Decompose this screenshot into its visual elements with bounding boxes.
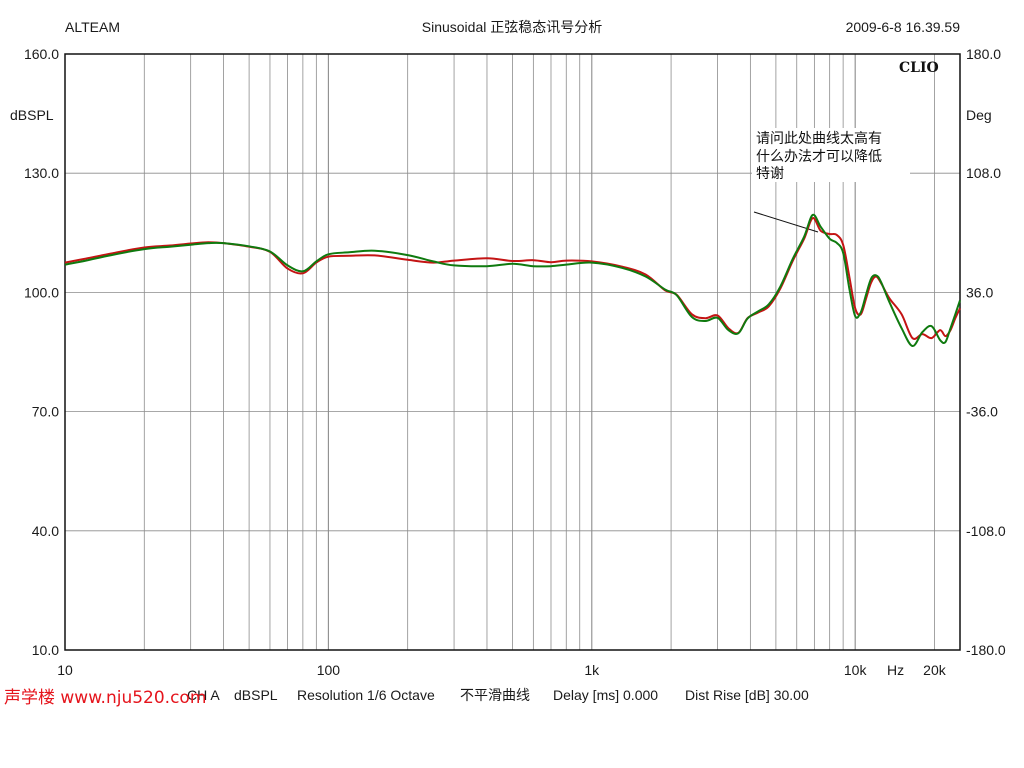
- annotation-line-3: 特谢: [756, 166, 784, 182]
- header-title: Sinusoidal 正弦稳态讯号分析: [422, 19, 603, 35]
- y-axis-right: 180.0 108.0 36.0 -36.0 -108.0 -180.0: [966, 46, 1006, 658]
- x-axis: 10 100 1k 10k 20k: [57, 662, 947, 678]
- y2-tick-label: 108.0: [966, 165, 1001, 181]
- watermark: 声学楼 www.nju520.com: [4, 688, 206, 708]
- y2-tick-label: -36.0: [966, 404, 998, 420]
- y2-tick-label: -108.0: [966, 523, 1006, 539]
- plot-frame: [64, 53, 961, 651]
- x-tick-label: 20k: [923, 662, 947, 678]
- annotation-background: [752, 128, 910, 182]
- y2-axis-label: Deg: [966, 107, 992, 123]
- footer-resolution: Resolution 1/6 Octave: [297, 687, 435, 703]
- brand-logo: CLIO: [899, 60, 939, 76]
- y-axis-label: dBSPL: [10, 107, 54, 123]
- y-tick-label: 40.0: [32, 523, 59, 539]
- annotation-line-1: 请问此处曲线太高有: [756, 130, 882, 147]
- header-timestamp: 2009-6-8 16.39.59: [846, 19, 961, 35]
- y-tick-label: 10.0: [32, 642, 59, 658]
- series-line-green: [64, 213, 961, 347]
- footer-dist-rise: Dist Rise [dB] 30.00: [685, 687, 809, 703]
- x-tick-label: 1k: [584, 662, 600, 678]
- footer-unit: dBSPL: [234, 687, 278, 703]
- y-tick-label: 100.0: [24, 284, 59, 300]
- footer-smoothing: 不平滑曲线: [460, 687, 530, 703]
- y2-tick-label: 36.0: [966, 284, 993, 300]
- y-axis-left: 160.0 130.0 100.0 70.0 40.0 10.0: [24, 46, 59, 658]
- y-tick-label: 130.0: [24, 165, 59, 181]
- x-axis-label: Hz: [887, 662, 904, 678]
- annotation-line-2: 什么办法才可以降低: [756, 149, 882, 165]
- x-tick-label: 10: [57, 662, 73, 678]
- footer-channel: CH A: [187, 687, 220, 703]
- footer-delay: Delay [ms] 0.000: [553, 687, 658, 703]
- x-tick-label: 10k: [844, 662, 868, 678]
- header-left-label: ALTEAM: [65, 19, 120, 35]
- y2-tick-label: 180.0: [966, 46, 1001, 62]
- y-tick-label: 160.0: [24, 46, 59, 62]
- series-group: [64, 213, 961, 347]
- x-tick-label: 100: [317, 662, 341, 678]
- y-tick-label: 70.0: [32, 404, 59, 420]
- y2-tick-label: -180.0: [966, 642, 1006, 658]
